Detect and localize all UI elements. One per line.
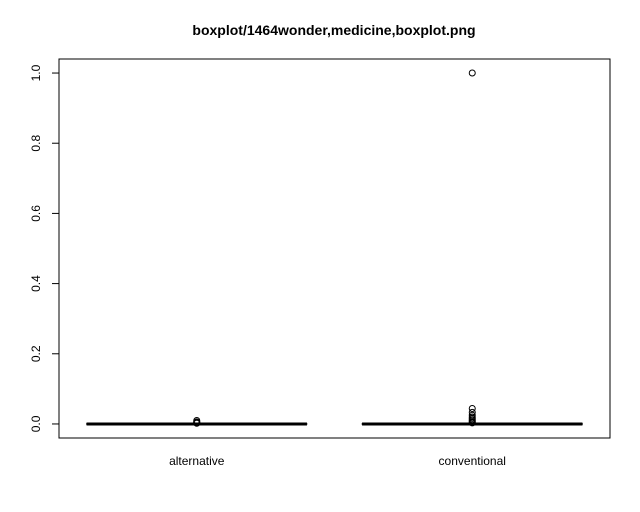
y-tick-label: 0.4 <box>29 275 43 292</box>
y-tick-label: 1.0 <box>29 64 43 81</box>
boxes <box>86 69 583 427</box>
outlier-point <box>193 419 201 427</box>
x-tick-label: alternative <box>169 454 225 468</box>
box-alternative <box>86 416 308 427</box>
x-tick-label: conventional <box>439 454 506 468</box>
outlier-point <box>468 69 476 77</box>
y-tick-label: 0.2 <box>29 345 43 362</box>
plot-frame <box>58 58 611 439</box>
y-axis: 0.0 0.2 0.4 0.6 0.8 1.0 <box>29 64 60 432</box>
y-tick-label: 0.0 <box>29 415 43 432</box>
box-conventional <box>361 69 583 427</box>
y-tick-label: 0.6 <box>29 205 43 222</box>
outlier-point <box>468 405 476 413</box>
x-axis: alternative conventional <box>169 454 506 468</box>
y-tick-label: 0.8 <box>29 135 43 152</box>
outlier-point <box>468 419 476 427</box>
chart-title: boxplot/1464wonder,medicine,boxplot.png <box>192 22 475 38</box>
